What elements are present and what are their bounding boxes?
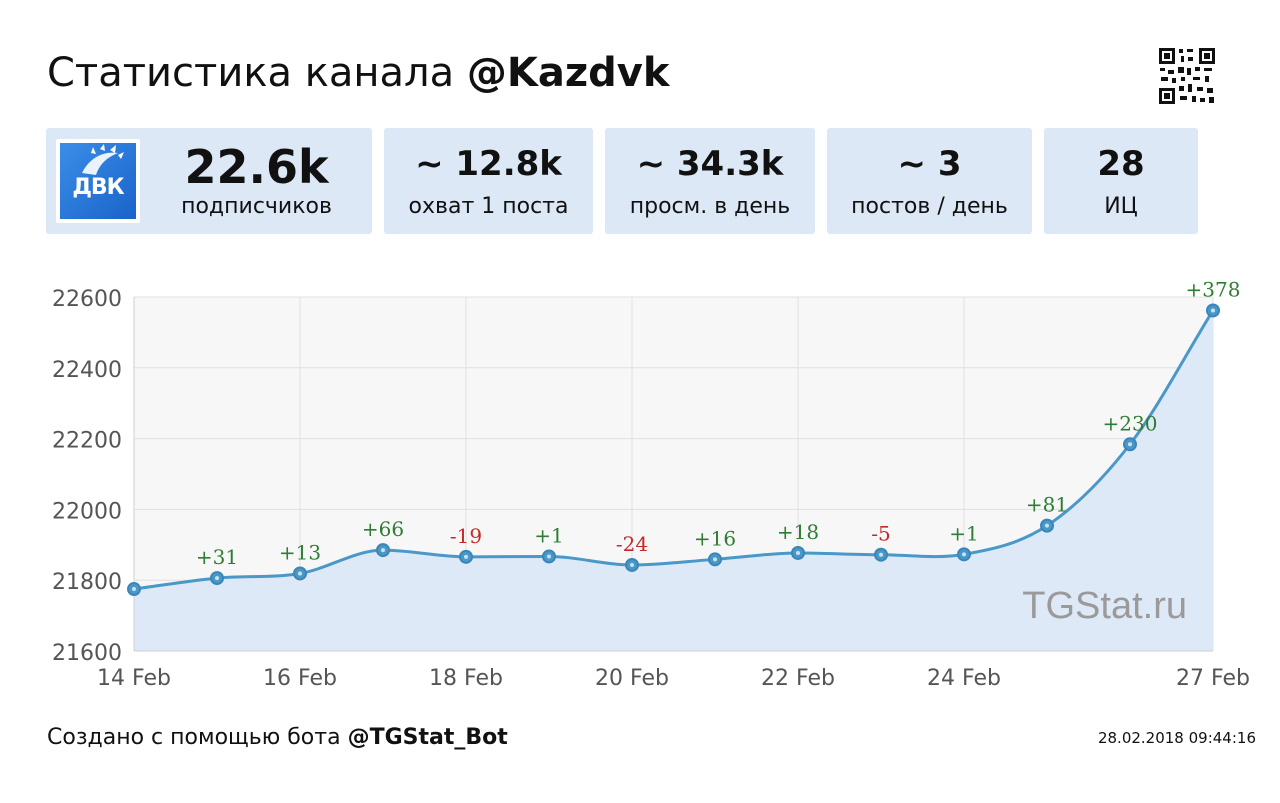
subscribers-value: 22.6k [184, 140, 329, 194]
data-point-center [215, 576, 219, 581]
data-label: +18 [777, 520, 819, 544]
subscribers-card: ДВК 22.6k подписчиков [46, 128, 372, 234]
data-point-center [1128, 442, 1132, 447]
reach-label: охват 1 поста [408, 194, 569, 219]
data-point-center [298, 571, 302, 576]
y-tick-label: 22000 [52, 499, 122, 524]
data-label: +66 [362, 517, 404, 541]
y-tick-label: 21600 [52, 641, 122, 666]
posts-per-day-value: ~ 3 [897, 144, 962, 184]
channel-name: @Kazdvk [466, 50, 670, 96]
data-point-center [879, 552, 883, 557]
citation-index-value: 28 [1097, 144, 1145, 184]
data-point-center [132, 587, 136, 592]
reach-card: ~ 12.8k охват 1 поста [384, 128, 593, 234]
tgstat-watermark: TGStat.ru [1022, 585, 1187, 627]
data-point-center [1211, 308, 1215, 313]
data-point-center [796, 550, 800, 555]
footer-credit: Создано с помощью бота @TGStat_Bot [47, 725, 508, 750]
chart-area-fill [134, 310, 1213, 651]
data-point-center [630, 562, 634, 567]
paw-icon [82, 144, 124, 175]
y-tick-label: 22600 [52, 287, 122, 312]
data-label: -19 [450, 524, 482, 548]
x-tick-label: 16 Feb [263, 666, 337, 691]
chart-point-labels: +31 +13 +66 -19 +1 -24 +16 +18 -5 +1 +81 +230 +378 [196, 277, 1241, 569]
reach-value: ~ 12.8k [415, 144, 562, 184]
data-point-center [1045, 523, 1049, 528]
posts-per-day-label: постов / день [851, 194, 1008, 219]
y-tick-label: 22400 [52, 358, 122, 383]
x-tick-label: 27 Feb [1176, 666, 1250, 691]
x-tick-label: 22 Feb [761, 666, 835, 691]
bot-link[interactable]: @TGStat_Bot [347, 725, 508, 750]
subscribers-chart: 21600 21800 22000 22200 22400 22600 14 Feb 16 F… [52, 277, 1250, 691]
footer-prefix: Создано с помощью бота [47, 725, 348, 750]
daily-views-value: ~ 34.3k [636, 144, 784, 184]
x-tick-label: 24 Feb [927, 666, 1001, 691]
chart-points [127, 303, 1220, 597]
logo-text: ДВК [72, 175, 124, 200]
data-label: +31 [196, 545, 238, 569]
x-tick-label: 14 Feb [97, 666, 171, 691]
y-tick-label: 21800 [52, 570, 122, 595]
x-tick-label: 18 Feb [429, 666, 503, 691]
data-label: -24 [616, 532, 648, 556]
daily-views-card: ~ 34.3k просм. в день [605, 128, 815, 234]
citation-index-label: ИЦ [1104, 194, 1138, 219]
subscribers-label: подписчиков [181, 194, 332, 219]
data-label: +13 [279, 540, 321, 564]
data-point-center [464, 554, 468, 559]
x-tick-label: 20 Feb [595, 666, 669, 691]
data-label: +378 [1186, 277, 1241, 301]
qr-code-icon [1157, 46, 1217, 106]
data-point-center [713, 557, 717, 562]
timestamp: 28.02.2018 09:44:16 [1097, 729, 1256, 747]
data-label: +1 [949, 521, 978, 545]
data-point-center [547, 554, 551, 559]
posts-per-day-card: ~ 3 постов / день [827, 128, 1032, 234]
title-prefix: Статистика канала [47, 50, 467, 96]
data-point-center [381, 548, 385, 553]
data-label: +81 [1026, 493, 1068, 517]
citation-index-card: 28 ИЦ [1044, 128, 1198, 234]
data-label: -5 [871, 522, 890, 546]
channel-avatar: ДВК [56, 139, 140, 223]
page-title: Статистика канала @Kazdvk [47, 50, 669, 96]
y-tick-label: 22200 [52, 429, 122, 454]
daily-views-label: просм. в день [629, 194, 791, 219]
data-label: +230 [1103, 411, 1158, 435]
data-point-center [962, 552, 966, 557]
data-label: +16 [694, 526, 736, 550]
chart-axes: 21600 21800 22000 22200 22400 22600 14 Feb 16 F… [52, 287, 1250, 691]
data-label: +1 [534, 523, 563, 547]
